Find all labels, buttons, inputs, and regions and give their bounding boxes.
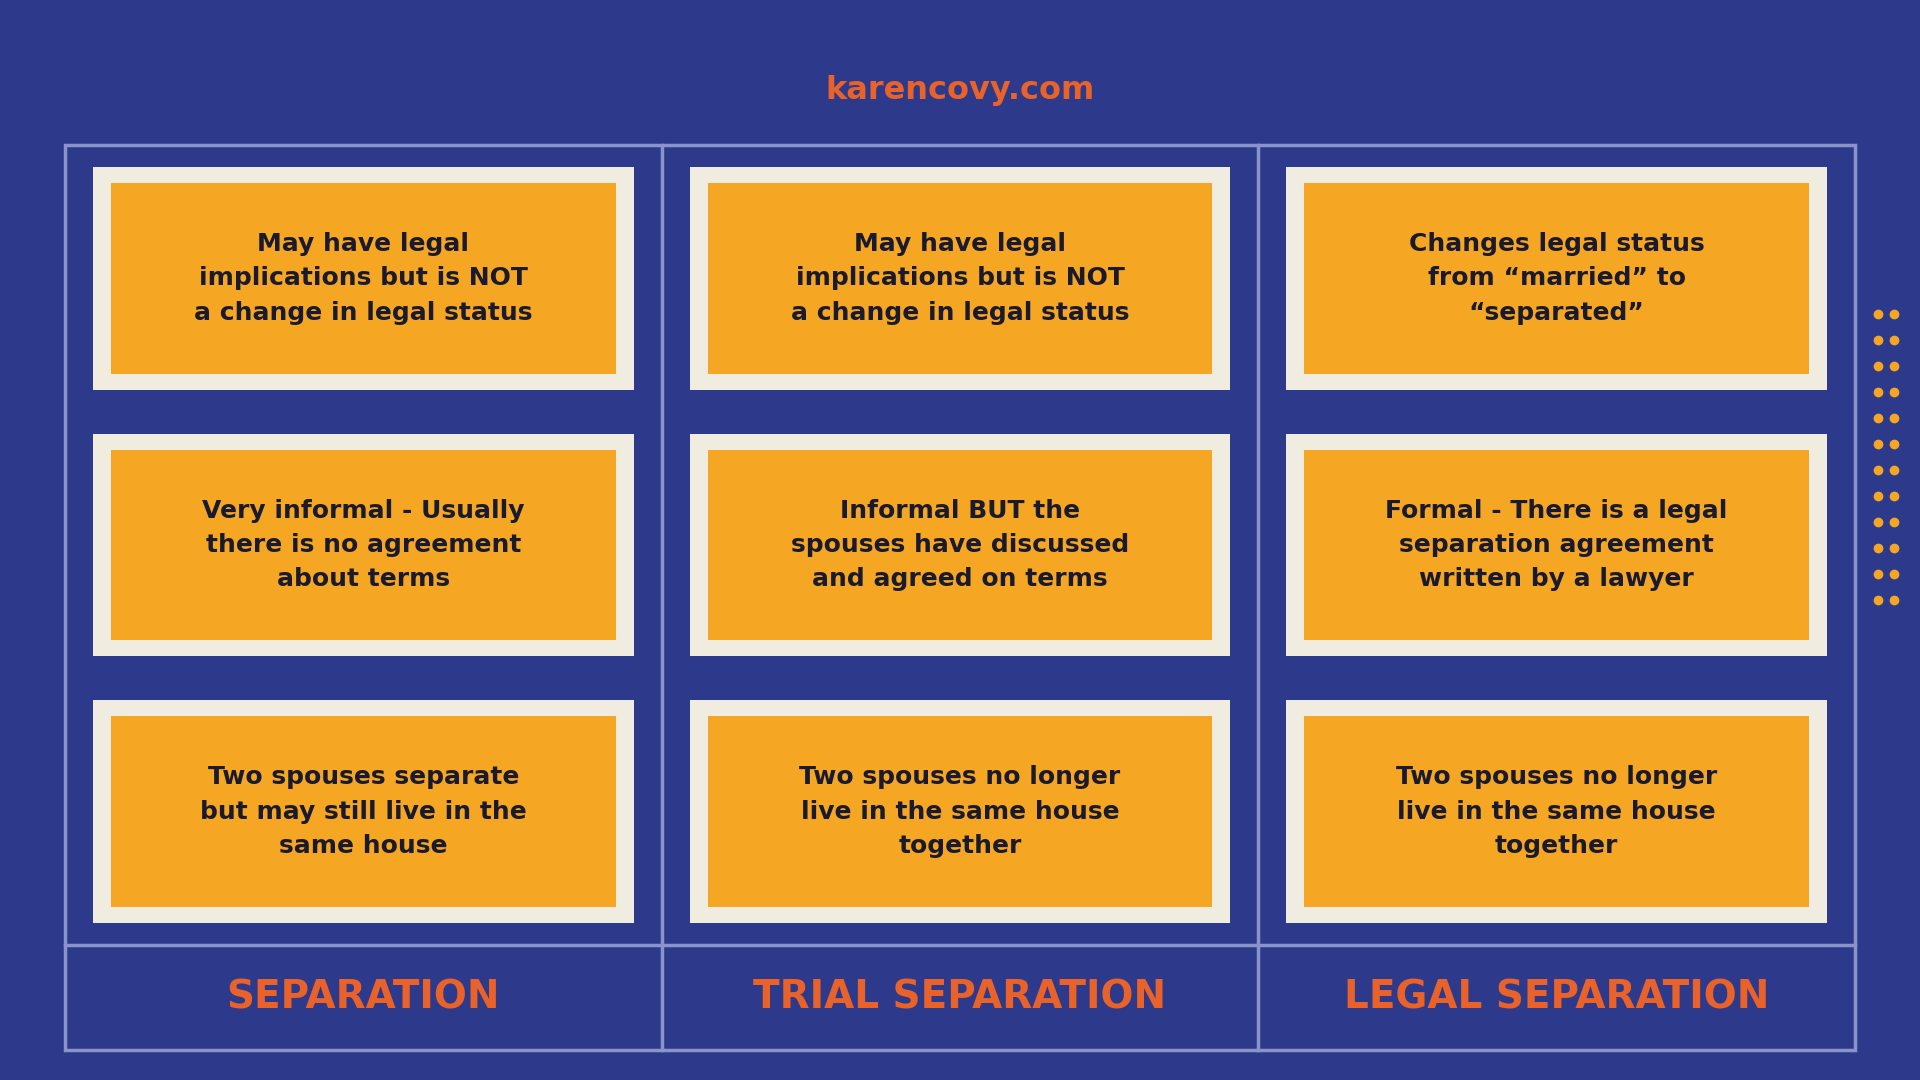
- Bar: [689, 700, 1231, 923]
- Text: Two spouses no longer
live in the same house
together: Two spouses no longer live in the same h…: [1396, 766, 1716, 859]
- Bar: [111, 716, 616, 907]
- Bar: [111, 449, 616, 640]
- Text: TRIAL SEPARATION: TRIAL SEPARATION: [753, 978, 1167, 1016]
- Text: Changes legal status
from “married” to
“separated”: Changes legal status from “married” to “…: [1409, 232, 1705, 325]
- Bar: [92, 167, 634, 390]
- Bar: [1304, 716, 1809, 907]
- Text: LEGAL SEPARATION: LEGAL SEPARATION: [1344, 978, 1770, 1016]
- Bar: [92, 434, 634, 657]
- Bar: [708, 716, 1212, 907]
- Text: SEPARATION: SEPARATION: [227, 978, 499, 1016]
- Bar: [689, 434, 1231, 657]
- Text: karencovy.com: karencovy.com: [826, 75, 1094, 106]
- Bar: [708, 183, 1212, 374]
- Bar: [689, 167, 1231, 390]
- Text: May have legal
implications but is NOT
a change in legal status: May have legal implications but is NOT a…: [194, 232, 532, 325]
- Text: Very informal - Usually
there is no agreement
about terms: Very informal - Usually there is no agre…: [202, 499, 524, 592]
- Bar: [1286, 700, 1828, 923]
- Bar: [1304, 449, 1809, 640]
- Text: Two spouses separate
but may still live in the
same house: Two spouses separate but may still live …: [200, 766, 526, 859]
- Text: Formal - There is a legal
separation agreement
written by a lawyer: Formal - There is a legal separation agr…: [1386, 499, 1728, 592]
- Bar: [708, 449, 1212, 640]
- Bar: [1304, 183, 1809, 374]
- Bar: [1286, 434, 1828, 657]
- Bar: [65, 145, 1855, 1050]
- Bar: [92, 700, 634, 923]
- Bar: [111, 183, 616, 374]
- Text: Two spouses no longer
live in the same house
together: Two spouses no longer live in the same h…: [799, 766, 1121, 859]
- Text: May have legal
implications but is NOT
a change in legal status: May have legal implications but is NOT a…: [791, 232, 1129, 325]
- Text: Informal BUT the
spouses have discussed
and agreed on terms: Informal BUT the spouses have discussed …: [791, 499, 1129, 592]
- Bar: [1286, 167, 1828, 390]
